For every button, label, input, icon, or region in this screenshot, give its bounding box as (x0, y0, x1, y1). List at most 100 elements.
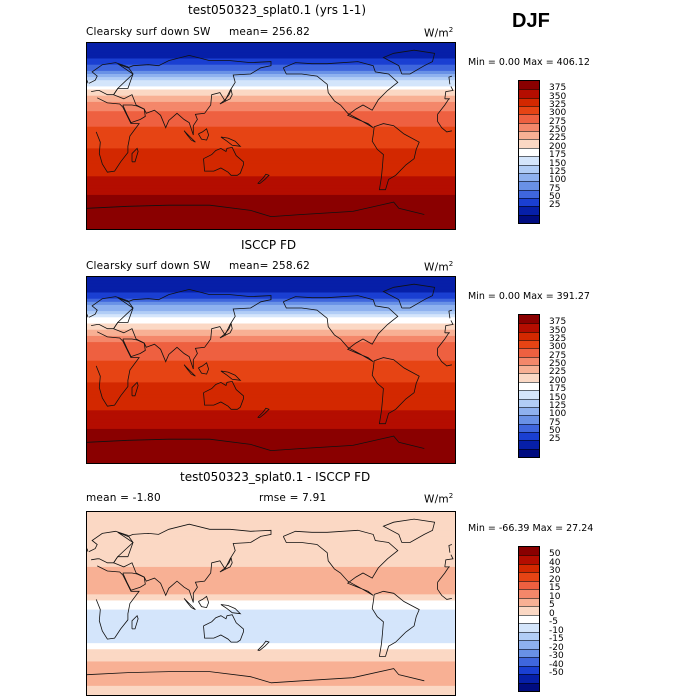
colorbar-tick-label: 15 (549, 583, 561, 594)
coastline (371, 123, 420, 191)
coastline (371, 357, 420, 425)
zonal-band (87, 145, 455, 149)
panel-3-rmse: rmse = 7.91 (259, 492, 327, 504)
coastline (183, 364, 196, 377)
zonal-band (87, 117, 455, 122)
zonal-band (87, 612, 455, 617)
zonal-band (87, 185, 455, 190)
colorbar-tick-label: 150 (549, 392, 567, 403)
zonal-band (87, 388, 455, 393)
coastline (87, 75, 453, 85)
coastline (131, 614, 139, 630)
zonal-band (87, 600, 455, 605)
colorbar-tick-label: 10 (549, 591, 561, 602)
zonal-band (87, 154, 455, 159)
zonal-band (87, 401, 455, 405)
zonal-band (87, 459, 455, 463)
zonal-band (87, 661, 455, 666)
colorbar-swatch (519, 563, 539, 573)
colorbar-swatch (519, 657, 539, 666)
coastline (131, 381, 139, 397)
zonal-band (87, 542, 455, 547)
zonal-band (87, 557, 455, 562)
colorbar-tick-label: 275 (549, 350, 567, 361)
zonal-band (87, 609, 455, 614)
zonal-band (87, 682, 455, 687)
zonal-band (87, 585, 455, 589)
zonal-band (87, 160, 455, 165)
zonal-band (87, 98, 455, 103)
panel-1-mean: mean= 256.82 (229, 26, 311, 38)
colorbar-swatch (519, 597, 539, 607)
panel-2-mean: mean= 258.62 (229, 260, 311, 272)
coastline (282, 295, 399, 363)
zonal-band (87, 618, 455, 623)
colorbar-swatch (519, 197, 539, 207)
coastline (198, 362, 210, 375)
colorbar-swatch (519, 331, 539, 341)
map2-svg (87, 512, 455, 695)
colorbar-swatch (519, 106, 539, 115)
zonal-band (87, 339, 455, 343)
zonal-band (87, 357, 455, 362)
colorbar-swatch (519, 373, 539, 382)
colorbar-swatch (519, 623, 539, 632)
panel-1-minmax: Min = 0.00 Max = 406.12 (468, 57, 590, 68)
colorbar-tick-label: 350 (549, 91, 567, 102)
zonal-band (87, 80, 455, 84)
zonal-band (87, 317, 455, 321)
zonal-band (87, 432, 455, 436)
colorbar-tick-label: -5 (549, 617, 558, 628)
colorbar-tick-label: 125 (549, 166, 567, 177)
zonal-band (87, 373, 455, 377)
colorbar-tick-label: 200 (549, 375, 567, 386)
zonal-band (87, 70, 455, 75)
colorbar-swatch (519, 156, 539, 165)
coastline (282, 529, 399, 596)
coastline (183, 130, 196, 143)
coastline (95, 97, 452, 173)
zonal-band (87, 351, 455, 356)
zonal-band (87, 551, 455, 556)
zonal-band (87, 52, 455, 56)
zonal-band (87, 563, 455, 568)
zonal-band (87, 142, 455, 146)
colorbar-swatch (519, 398, 539, 407)
colorbar-swatch (519, 423, 539, 432)
panel-3-title: test050323_splat0.1 - ISCCP FD (180, 470, 371, 484)
panel-1-map (86, 42, 456, 230)
coastline (113, 54, 272, 136)
zonal-band (87, 55, 455, 60)
coastline (257, 173, 270, 184)
coastline (87, 309, 453, 319)
colorbar-tick-label: 20 (549, 574, 561, 585)
coastline (382, 49, 436, 75)
zonal-band (87, 566, 455, 571)
zonal-band (87, 201, 455, 205)
zonal-band (87, 425, 455, 430)
zonal-band (87, 216, 455, 221)
zonal-band (87, 354, 455, 359)
zonal-band (87, 83, 455, 87)
zonal-band (87, 329, 455, 334)
coastline (282, 61, 399, 129)
zonal-band (87, 410, 455, 414)
coastline (219, 556, 233, 573)
zonal-band (87, 222, 455, 227)
colorbar-swatch (519, 555, 539, 564)
colorbar-tick-label: 350 (549, 325, 567, 336)
coastline (87, 435, 425, 451)
zonal-band (87, 320, 455, 325)
zonal-band (87, 151, 455, 156)
zonal-band (87, 667, 455, 672)
zonal-band (87, 86, 455, 91)
colorbar-swatch (519, 356, 539, 366)
zonal-band (87, 670, 455, 675)
zonal-band (87, 277, 455, 281)
zonal-band (87, 182, 455, 187)
zonal-band (87, 413, 455, 418)
colorbar-swatch (519, 214, 539, 223)
colorbar-tick-label: -50 (549, 668, 564, 679)
zonal-band (87, 101, 455, 106)
colorbar-tick-label: 300 (549, 342, 567, 353)
